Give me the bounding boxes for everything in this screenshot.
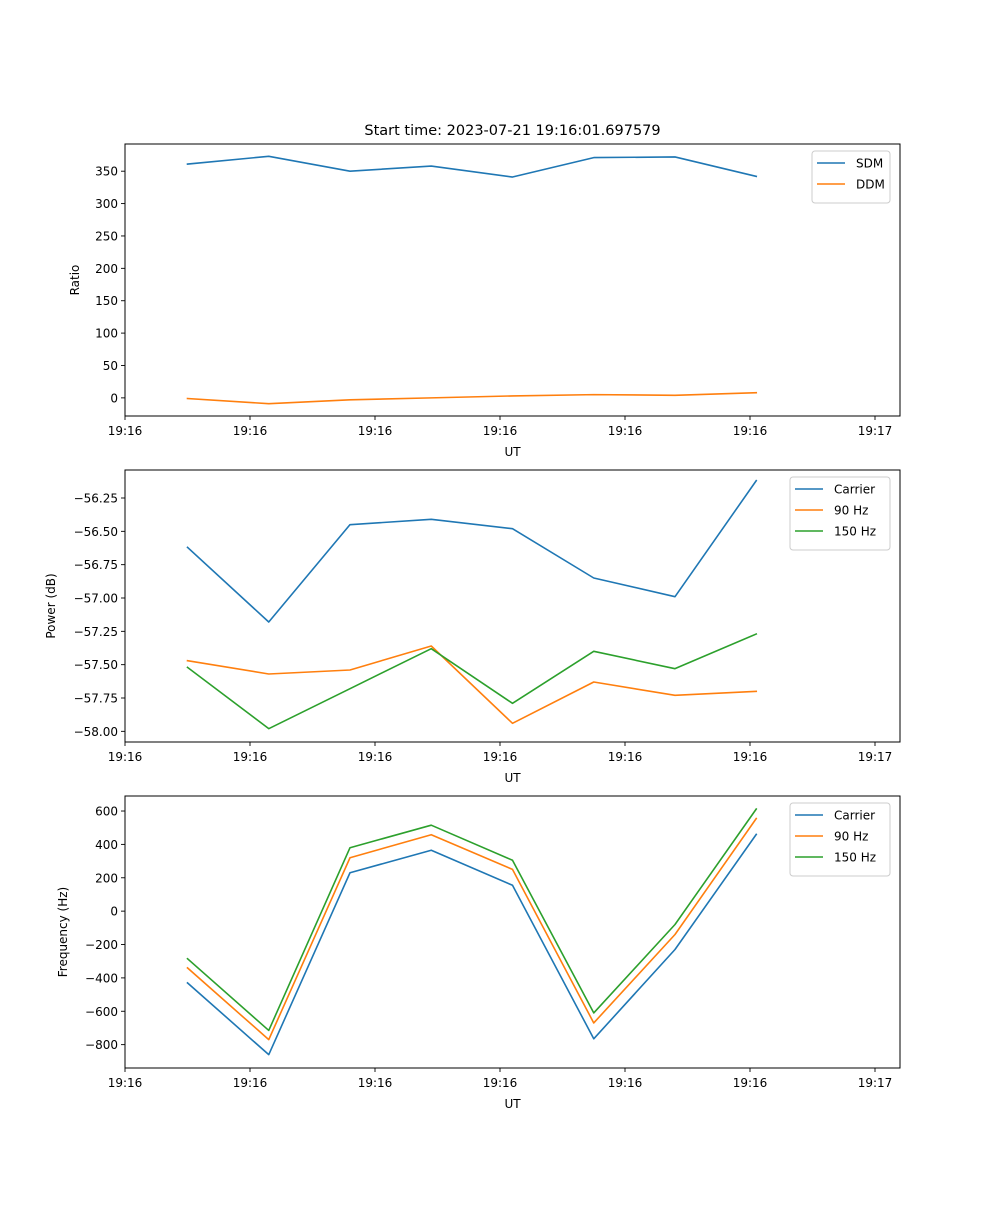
x-tick-label: 19:16 [108, 424, 143, 438]
y-axis-label: Ratio [68, 265, 82, 296]
series-line-ddm [186, 391, 758, 405]
y-tick-label: 250 [95, 229, 118, 243]
plot-frame [124, 143, 901, 417]
series-line-150-hz [186, 632, 758, 730]
y-tick-label: −57.50 [74, 658, 118, 672]
chart-title: Start time: 2023-07-21 19:16:01.697579 [364, 123, 660, 139]
y-tick-label: 150 [95, 294, 118, 308]
legend: Carrier 90 Hz 150 Hz [789, 476, 891, 551]
y-tick-label: −58.00 [74, 725, 118, 739]
legend-label-90-hz: 90 Hz [834, 504, 868, 518]
chart-panel-2: 19:16 19:16 19:16 19:16 19:16 19:16 19:17 −58.0… [44, 469, 901, 785]
series-line-sdm [186, 155, 758, 178]
legend: SDM DDM [811, 150, 891, 204]
series-line-90-hz [186, 645, 758, 725]
y-tick-label: 50 [103, 359, 118, 373]
x-tick-label: 19:16 [108, 750, 143, 764]
y-tick-label: −200 [85, 938, 118, 952]
x-axis-label: UT [504, 771, 521, 785]
y-tick-label: −57.00 [74, 592, 118, 606]
y-tick-label: −600 [85, 1005, 118, 1019]
legend-label-sdm: SDM [856, 157, 883, 171]
y-tick-label: −400 [85, 971, 118, 985]
y-tick-label: −56.25 [74, 492, 118, 506]
legend-label-150-hz: 150 Hz [834, 851, 876, 865]
legend-label-carrier: Carrier [834, 809, 875, 823]
y-tick-label: 600 [95, 805, 118, 819]
y-tick-label: 200 [95, 262, 118, 276]
y-axis-label: Frequency (Hz) [56, 887, 70, 978]
legend-label-ddm: DDM [856, 178, 885, 192]
x-tick-label: 19:16 [608, 424, 643, 438]
y-tick-label: 300 [95, 197, 118, 211]
x-axis-label: UT [504, 1097, 521, 1111]
chart-panel-1: Start time: 2023-07-21 19:16:01.697579 19… [68, 123, 901, 459]
x-tick-label: 19:16 [733, 1076, 768, 1090]
series-line-90-hz [186, 817, 758, 1041]
x-tick-label: 19:16 [483, 750, 518, 764]
legend: Carrier 90 Hz 150 Hz [789, 802, 891, 877]
x-tick-label: 19:16 [233, 750, 268, 764]
x-tick-label: 19:16 [358, 424, 393, 438]
x-tick-label: 19:16 [108, 1076, 143, 1090]
x-tick-label: 19:17 [858, 424, 893, 438]
y-tick-label: −57.75 [74, 692, 118, 706]
legend-label-90-hz: 90 Hz [834, 830, 868, 844]
y-tick-label: −56.50 [74, 525, 118, 539]
x-tick-label: 19:16 [483, 424, 518, 438]
x-tick-label: 19:16 [358, 1076, 393, 1090]
legend-label-150-hz: 150 Hz [834, 525, 876, 539]
x-tick-label: 19:16 [608, 1076, 643, 1090]
y-tick-label: 200 [95, 871, 118, 885]
plot-frame [124, 795, 901, 1069]
x-tick-label: 19:16 [358, 750, 393, 764]
x-axis-label: UT [504, 445, 521, 459]
y-tick-label: 400 [95, 838, 118, 852]
y-tick-label: −56.75 [74, 558, 118, 572]
y-tick-label: −57.25 [74, 625, 118, 639]
x-tick-label: 19:16 [733, 424, 768, 438]
chart-panel-3: 19:16 19:16 19:16 19:16 19:16 19:16 19:17 −800 −… [56, 795, 901, 1111]
series-line-carrier [186, 479, 758, 623]
y-tick-label: 0 [110, 905, 118, 919]
y-tick-label: 350 [95, 165, 118, 179]
x-tick-label: 19:16 [608, 750, 643, 764]
legend-frame [811, 150, 891, 204]
y-tick-label: −800 [85, 1038, 118, 1052]
legend-label-carrier: Carrier [834, 483, 875, 497]
y-tick-label: 100 [95, 327, 118, 341]
y-axis-label: Power (dB) [44, 573, 58, 638]
y-tick-label: 0 [110, 391, 118, 405]
series-line-carrier [186, 833, 758, 1056]
x-tick-label: 19:16 [233, 1076, 268, 1090]
x-tick-label: 19:16 [483, 1076, 518, 1090]
x-tick-label: 19:17 [858, 1076, 893, 1090]
x-tick-label: 19:16 [233, 424, 268, 438]
plot-frame [124, 469, 901, 743]
series-line-150-hz [186, 807, 758, 1032]
x-tick-label: 19:16 [733, 750, 768, 764]
x-tick-label: 19:17 [858, 750, 893, 764]
